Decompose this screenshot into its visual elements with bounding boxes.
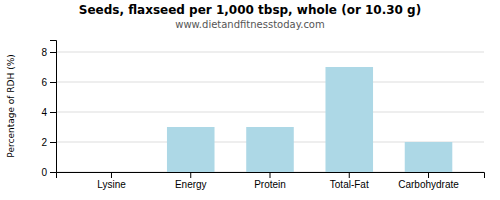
y-tick: 0	[41, 167, 56, 178]
x-tick-label: Lysine	[97, 179, 126, 190]
y-tick-label: 8	[41, 47, 47, 58]
grid-line	[56, 52, 484, 53]
title: Seeds, flaxseed per 1,000 tbsp, whole (o…	[79, 3, 421, 17]
y-tick-label: 0	[41, 167, 47, 178]
x-tick-label: Protein	[254, 179, 286, 190]
subtitle: www.dietandfitnesstoday.com	[175, 19, 324, 30]
bars	[167, 67, 452, 172]
x-tick-mark	[270, 172, 271, 178]
x-tick-mark	[111, 172, 112, 178]
grid-line	[56, 112, 484, 113]
x-tick: Energy	[175, 172, 207, 190]
y-tick-mark	[50, 52, 56, 53]
grid-line	[56, 82, 484, 83]
x-tick: Total-Fat	[330, 172, 369, 190]
y-tick: 2	[41, 137, 56, 148]
y-axis-title: Percentage of RDH (%)	[6, 54, 16, 157]
y-tick-label: 6	[41, 77, 47, 88]
bar	[167, 127, 215, 172]
x-tick-label: Carbohydrate	[398, 179, 459, 190]
plot: 0 2 4 6 8 Lysine Energy Protein Total-Fat Carbohy…	[41, 41, 484, 191]
y-tick: 6	[41, 77, 56, 88]
x-tick-label: Total-Fat	[330, 179, 369, 190]
x-tick-mark	[428, 172, 429, 178]
bar	[246, 127, 294, 172]
y-tick-label: 2	[41, 137, 47, 148]
y-tick-mark	[50, 172, 56, 173]
x-tick-mark	[190, 172, 191, 178]
chart: Seeds, flaxseed per 1,000 tbsp, whole (o…	[0, 0, 500, 200]
x-tick-label: Energy	[175, 179, 207, 190]
bar	[325, 67, 373, 172]
y-tick-mark	[50, 82, 56, 83]
bar	[88, 172, 136, 173]
x-tick-mark	[349, 172, 350, 178]
x-axis: Lysine Energy Protein Total-Fat Carbohydrate	[57, 172, 485, 190]
x-tick: Protein	[254, 172, 286, 190]
y-axis-line	[50, 41, 57, 173]
y-axis: 0 2 4 6 8	[41, 41, 56, 178]
y-tick: 8	[41, 47, 56, 58]
y-tick-mark	[50, 112, 56, 113]
x-tick: Lysine	[97, 172, 126, 190]
y-tick-label: 4	[41, 107, 47, 118]
bar	[405, 142, 453, 172]
grid	[56, 52, 484, 172]
x-tick: Carbohydrate	[398, 172, 459, 190]
y-tick-mark	[50, 142, 56, 143]
y-tick: 4	[41, 107, 56, 118]
x-axis-line	[57, 173, 485, 179]
